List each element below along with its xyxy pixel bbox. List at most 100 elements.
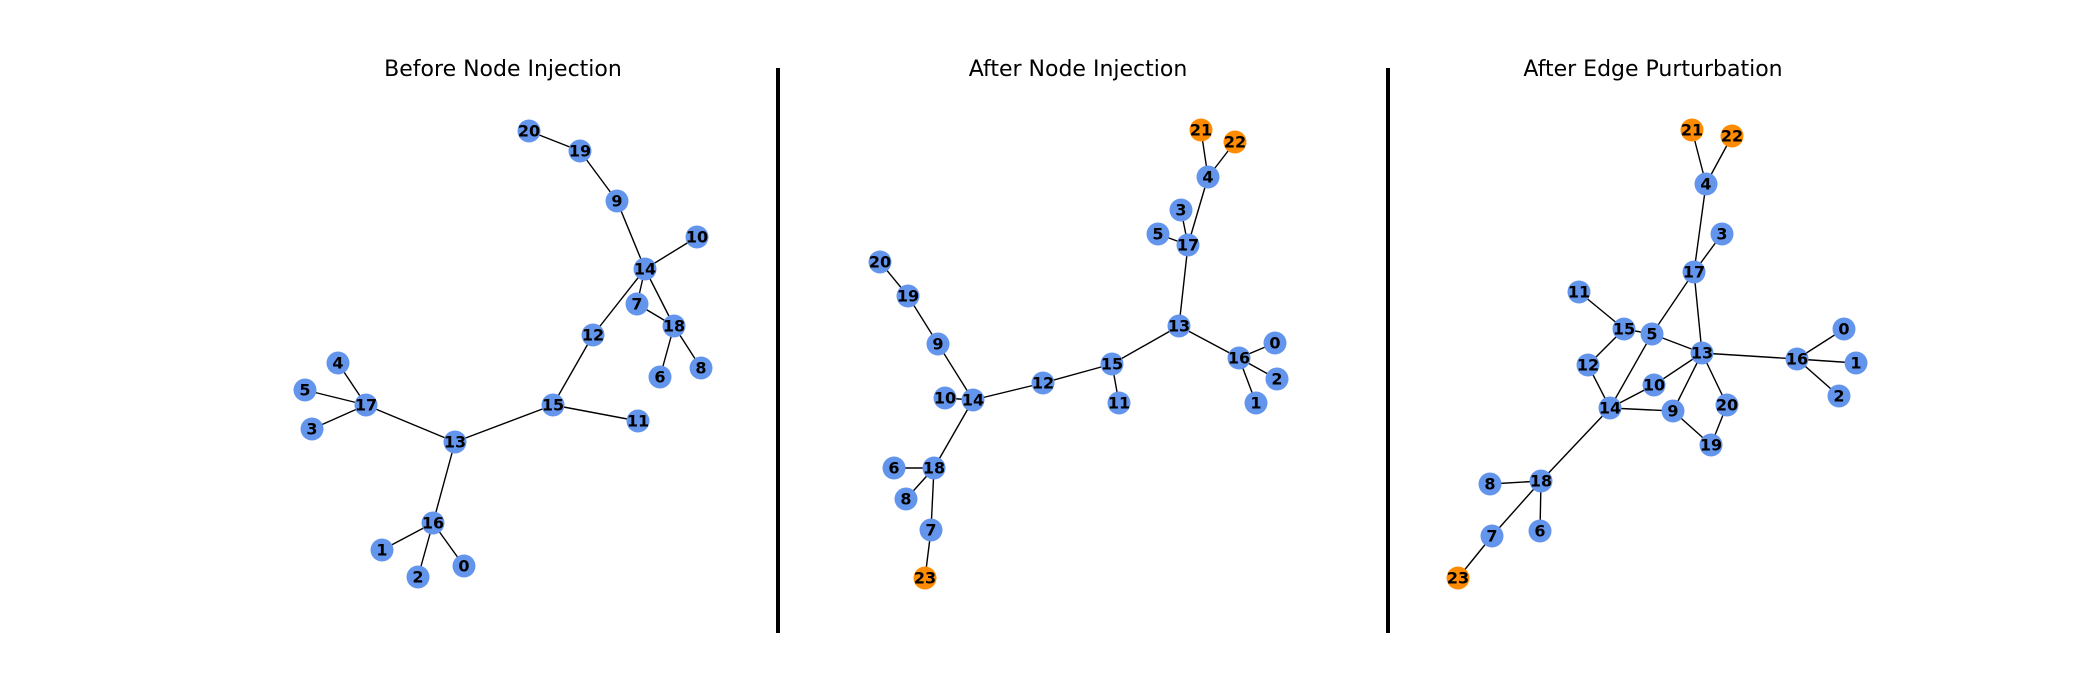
graph-node [443,430,467,454]
node-label: 14 [1599,399,1621,418]
node-label: 23 [1447,569,1469,588]
node-label: 15 [1101,355,1123,374]
node-label: 4 [1202,168,1213,187]
graph-node [1146,222,1170,246]
graph-edge [1701,352,1798,360]
graph-node [1710,222,1734,246]
graph-node [1100,352,1124,376]
node-label: 5 [1152,225,1163,244]
graph-edge [972,382,1044,401]
graph-edge [592,268,646,336]
node-label: 10 [686,228,708,247]
graph-node [626,409,650,433]
node-label: 3 [1716,225,1727,244]
node-label: 1 [1850,354,1861,373]
node-label: 18 [1530,472,1552,491]
node-label: 5 [299,381,310,400]
graph-node [961,388,985,412]
graph-node [1682,260,1706,284]
injected-node [1223,130,1247,154]
node-label: 10 [1643,376,1665,395]
graph-node [1642,373,1666,397]
injected-node [1189,118,1213,142]
node-label: 17 [355,396,377,415]
node-label: 18 [663,317,685,336]
graph-node [1480,524,1504,548]
graph-node [1478,472,1502,496]
node-label: 10 [934,389,956,408]
injected-node [1446,566,1470,590]
graph-node [1031,371,1055,395]
graph-node [1715,393,1739,417]
graph-node [1107,391,1131,415]
node-label: 2 [412,568,423,587]
node-label: 0 [1269,334,1280,353]
graph-node [919,518,943,542]
graph-node [1196,165,1220,189]
graph-node [452,554,476,578]
graph-edge [1609,333,1653,409]
node-label: 16 [422,514,444,533]
node-label: 7 [631,295,642,314]
node-label: 0 [458,557,469,576]
graph-node [625,292,649,316]
graph-node [1844,351,1868,375]
node-label: 8 [900,490,911,509]
node-label: 20 [869,253,891,272]
node-label: 13 [444,433,466,452]
graph-node [293,378,317,402]
graph-node [1699,433,1723,457]
node-label: 2 [1271,370,1282,389]
graph-node [1690,341,1714,365]
graph-node [581,323,605,347]
graph-node [633,257,657,281]
node-label: 9 [611,192,622,211]
graph-node [1612,317,1636,341]
node-label: 9 [1667,402,1678,421]
graph-node [1167,314,1191,338]
graph-node [354,393,378,417]
node-label: 23 [914,569,936,588]
node-label: 20 [1716,396,1738,415]
injected-node [913,566,937,590]
node-label: 14 [634,260,656,279]
node-label: 0 [1838,320,1849,339]
node-label: 12 [582,326,604,345]
graph-node [1567,280,1591,304]
node-label: 6 [1534,522,1545,541]
node-label: 16 [1786,350,1808,369]
node-label: 13 [1168,317,1190,336]
node-label: 17 [1683,263,1705,282]
graph-node [868,250,892,274]
graph-node [1169,198,1193,222]
node-label: 1 [1250,394,1261,413]
graph-node [896,284,920,308]
graph-node [1598,396,1622,420]
graph-node [894,487,918,511]
node-label: 12 [1577,356,1599,375]
node-label: 8 [695,359,706,378]
graph-node [1265,367,1289,391]
injected-node [1680,118,1704,142]
node-label: 9 [932,335,943,354]
node-label: 8 [1484,475,1495,494]
graph-node [922,456,946,480]
node-label: 12 [1032,374,1054,393]
panel-title-injection: After Node Injection [969,57,1188,82]
graph-node [568,139,592,163]
node-label: 18 [923,459,945,478]
node-label: 7 [925,521,936,540]
graph-node [326,351,350,375]
node-label: 11 [1108,394,1130,413]
graph-node [300,417,324,441]
node-label: 11 [627,412,649,431]
node-label: 6 [654,368,665,387]
node-label: 21 [1190,121,1212,140]
node-label: 4 [332,354,343,373]
graph-edge [1491,480,1542,537]
graph-node [1244,391,1268,415]
